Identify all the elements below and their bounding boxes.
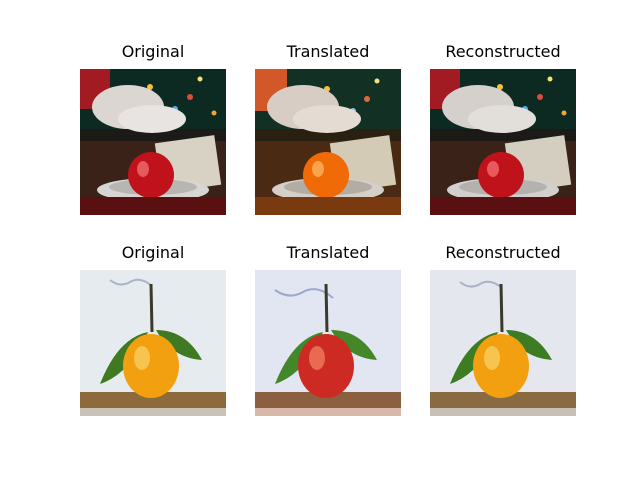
panel-title: Original — [121, 243, 185, 262]
panel-title: Translated — [286, 243, 370, 262]
apple-original-image — [80, 69, 226, 215]
orange-translated-image — [255, 270, 401, 416]
orange-reconstructed-image — [430, 270, 576, 416]
orange-original-image — [80, 270, 226, 416]
panel-title: Reconstructed — [445, 42, 561, 61]
apple-reconstructed-image — [430, 69, 576, 215]
panel-title: Reconstructed — [445, 243, 561, 262]
panel-title: Original — [121, 42, 185, 61]
apple-translated-image — [255, 69, 401, 215]
panel-title: Translated — [286, 42, 370, 61]
